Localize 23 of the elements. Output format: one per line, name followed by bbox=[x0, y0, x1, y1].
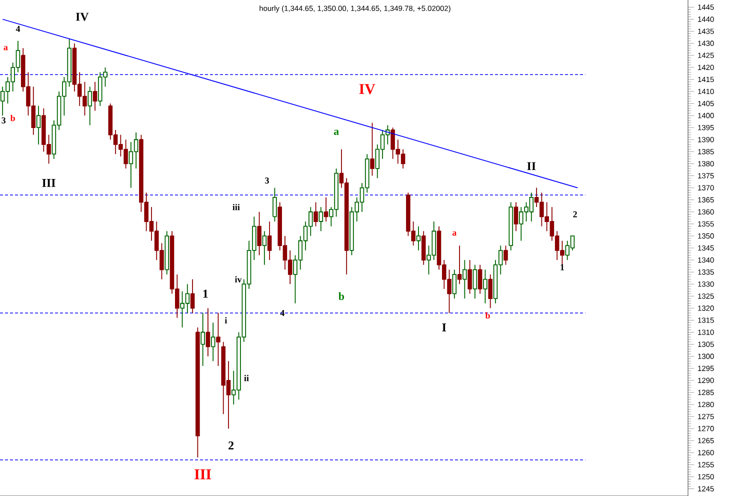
annotation: a bbox=[452, 231, 456, 236]
annotation: ii bbox=[244, 374, 249, 382]
annotation: IV bbox=[359, 84, 376, 94]
annotation: a bbox=[4, 46, 8, 50]
annotation: 3 bbox=[2, 117, 6, 124]
annotation: 2 bbox=[573, 211, 577, 218]
annotation: b bbox=[485, 312, 490, 319]
annotation: III bbox=[194, 469, 212, 480]
annotation: III bbox=[42, 179, 56, 187]
annotation: 4 bbox=[16, 26, 20, 32]
annotation: 3 bbox=[265, 178, 269, 184]
annotation: IV bbox=[76, 12, 89, 21]
annotation: 2 bbox=[228, 441, 234, 450]
annotation: b bbox=[10, 114, 15, 122]
annotation: a bbox=[334, 130, 339, 136]
annotation: II bbox=[527, 162, 536, 170]
annotation: 1 bbox=[560, 264, 564, 270]
annotation: I bbox=[442, 324, 446, 332]
annotation: iii bbox=[232, 204, 240, 210]
annotation: 1 bbox=[203, 290, 208, 298]
annotation: iv bbox=[234, 276, 242, 282]
annotation: i bbox=[224, 317, 228, 324]
annotation: b bbox=[338, 292, 344, 300]
